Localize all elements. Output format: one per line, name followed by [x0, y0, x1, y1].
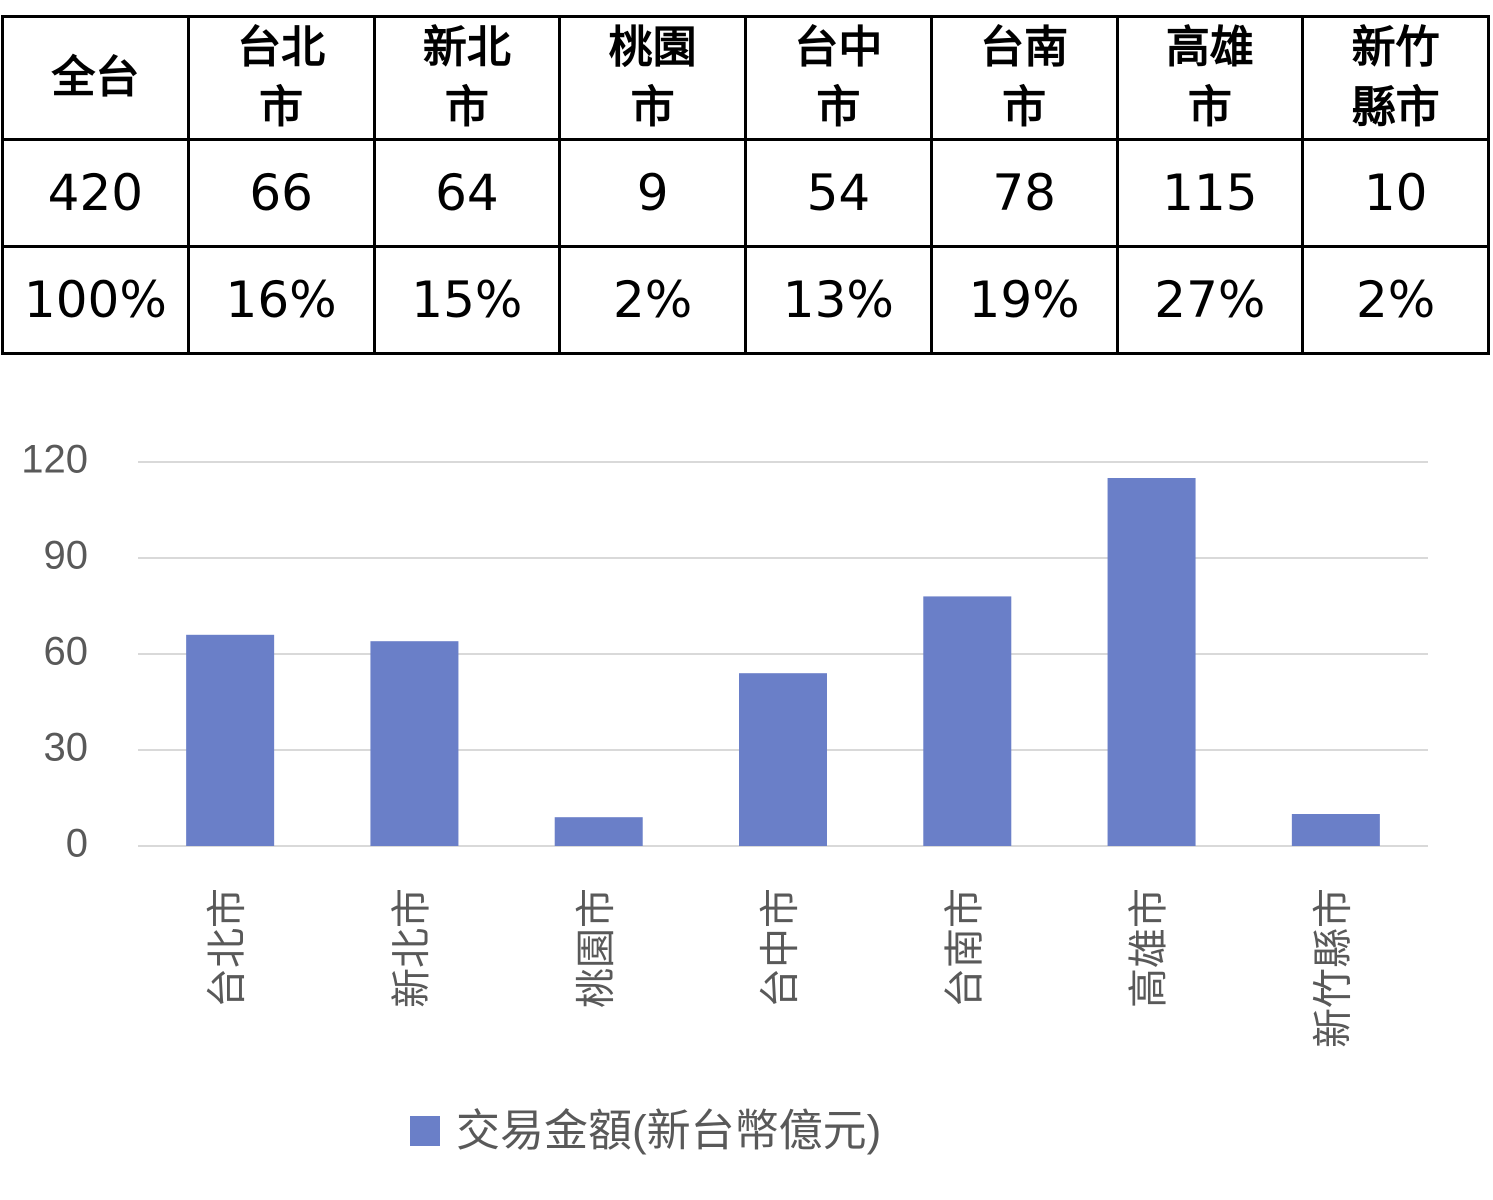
x-tick-label: 台中市 — [759, 888, 803, 1008]
x-tick-label: 台北市 — [206, 888, 250, 1008]
table-cell: 78 — [929, 138, 1119, 248]
header-cell: 台南市 — [929, 15, 1119, 141]
x-tick-label: 桃園市 — [574, 888, 618, 1008]
bar — [1107, 478, 1196, 846]
table-cell: 115 — [1115, 138, 1305, 248]
bar — [370, 641, 459, 846]
bar — [186, 634, 275, 846]
header-cell: 台中市 — [744, 15, 933, 141]
header-text: 新竹縣市 — [1351, 22, 1440, 133]
header-cell: 高雄市 — [1115, 15, 1305, 141]
table-row: 100% 16% 15% 2% 13% 19% 27% 2% — [1, 245, 1490, 355]
table-cell: 54 — [744, 138, 933, 248]
x-tick-label: 高雄市 — [1127, 888, 1171, 1008]
header-text: 全台 — [51, 52, 140, 103]
table-cell: 2% — [558, 245, 747, 355]
table-row: 420 66 64 9 54 78 115 10 — [1, 138, 1490, 248]
header-text: 台北市 — [237, 22, 326, 133]
table-cell: 10 — [1301, 138, 1490, 248]
table-cell: 64 — [372, 138, 562, 248]
header-cell: 新北市 — [372, 15, 562, 141]
table-cell: 16% — [186, 245, 376, 355]
table-cell: 66 — [186, 138, 376, 248]
y-tick-label: 0 — [66, 822, 88, 866]
table-cell: 13% — [744, 245, 933, 355]
header-cell: 全台 — [1, 15, 190, 141]
table-cell: 100% — [1, 245, 190, 355]
header-row: 全台 台北市 新北市 桃園市 台中市 台南市 高雄市 新竹縣市 — [1, 15, 1490, 141]
table-cell: 15% — [372, 245, 562, 355]
table-cell: 420 — [1, 138, 190, 248]
table-cell: 2% — [1301, 245, 1490, 355]
y-tick-label: 60 — [44, 630, 89, 674]
bar — [554, 817, 643, 846]
header-text: 高雄市 — [1165, 22, 1254, 133]
y-tick-label: 120 — [21, 438, 88, 482]
bar — [1291, 814, 1380, 846]
x-tick-label: 台南市 — [943, 888, 987, 1008]
header-text: 台南市 — [980, 22, 1069, 133]
header-cell: 新竹縣市 — [1301, 15, 1490, 141]
header-text: 新北市 — [422, 22, 511, 133]
legend-label: 交易金額(新台幣億元) — [456, 1107, 881, 1156]
legend-swatch — [410, 1116, 440, 1146]
header-cell: 台北市 — [186, 15, 376, 141]
table-cell: 19% — [929, 245, 1119, 355]
x-tick-label: 新北市 — [390, 888, 434, 1008]
header-text: 台中市 — [794, 22, 883, 133]
header-cell: 桃園市 — [558, 15, 747, 141]
y-tick-label: 30 — [44, 726, 89, 770]
y-tick-label: 90 — [44, 534, 89, 578]
table-cell: 27% — [1115, 245, 1305, 355]
header-text: 桃園市 — [608, 22, 697, 133]
summary-table: 全台 台北市 新北市 桃園市 台中市 台南市 高雄市 新竹縣市 420 66 64 9 54 78 115 1… — [1, 15, 1490, 355]
bar — [739, 673, 827, 846]
x-tick-label: 新竹縣市 — [1311, 888, 1355, 1048]
bar — [923, 596, 1012, 846]
table-cell: 9 — [558, 138, 747, 248]
